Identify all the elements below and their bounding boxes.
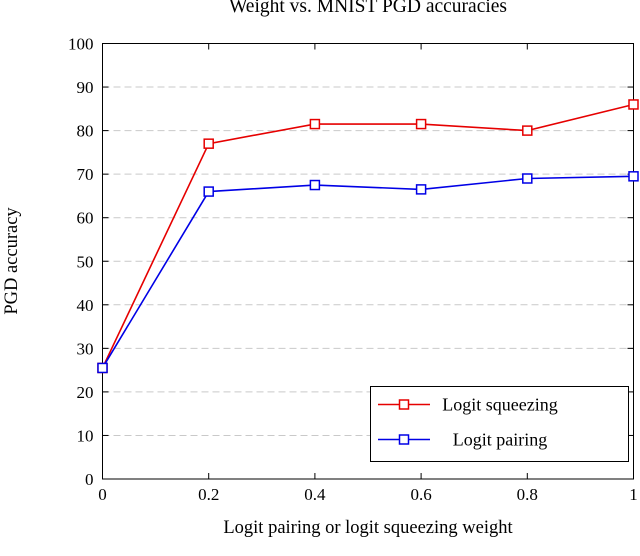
y-tick-label: 10 bbox=[77, 426, 94, 445]
series-marker bbox=[415, 118, 427, 130]
series-marker bbox=[415, 184, 427, 195]
x-axis-label: Logit pairing or logit squeezing weight bbox=[223, 518, 513, 538]
legend-group: Logit squeezing Logit pairing bbox=[370, 386, 629, 462]
legend-sample-marker bbox=[398, 434, 410, 445]
y-tick-label: 70 bbox=[77, 165, 94, 184]
series-marker bbox=[628, 171, 639, 182]
y-tick-label: 40 bbox=[77, 296, 94, 315]
y-axis-label: PGD accuracy bbox=[2, 207, 22, 315]
gridlines-group bbox=[102, 86, 634, 436]
chart-title: Weight vs. MNIST PGD accuracies bbox=[229, 0, 507, 17]
series-marker bbox=[97, 362, 108, 374]
x-tick-label: 0 bbox=[98, 485, 107, 504]
y-tick-label: 90 bbox=[77, 78, 94, 97]
series-marker bbox=[522, 125, 533, 136]
legend-label: Logit pairing bbox=[453, 430, 547, 450]
series-marker bbox=[309, 118, 321, 130]
y-tick-label: 0 bbox=[85, 470, 94, 489]
y-tick-label: 30 bbox=[77, 339, 94, 358]
legend-label: Logit squeezing bbox=[442, 395, 557, 415]
series-line-logit-pairing bbox=[101, 175, 634, 369]
series-marker bbox=[203, 138, 214, 149]
x-tick-label: 0.6 bbox=[410, 485, 431, 504]
series-marker bbox=[309, 179, 321, 191]
y-tick-label: 60 bbox=[77, 209, 94, 228]
legend-box bbox=[370, 386, 629, 462]
series-marker bbox=[628, 99, 639, 110]
series-group bbox=[97, 99, 639, 374]
y-tick-label: 100 bbox=[68, 35, 94, 54]
x-tick-label: 0.4 bbox=[304, 485, 326, 504]
x-tick-label: 0.8 bbox=[517, 485, 538, 504]
y-tick-labels: 0 10 20 30 40 50 60 70 80 90 100 bbox=[68, 35, 94, 490]
x-tick-label: 0.2 bbox=[198, 485, 219, 504]
y-tick-label: 80 bbox=[77, 122, 94, 141]
x-tick-labels: 0 0.2 0.4 0.6 0.8 1 bbox=[98, 485, 638, 504]
legend-sample-marker bbox=[398, 399, 410, 410]
y-tick-label: 20 bbox=[77, 383, 94, 402]
series-marker bbox=[203, 186, 214, 197]
y-tick-label: 50 bbox=[77, 252, 94, 271]
x-tick-label: 1 bbox=[629, 485, 638, 504]
series-line-logit-squeezing bbox=[101, 103, 634, 369]
series-marker bbox=[522, 173, 533, 184]
